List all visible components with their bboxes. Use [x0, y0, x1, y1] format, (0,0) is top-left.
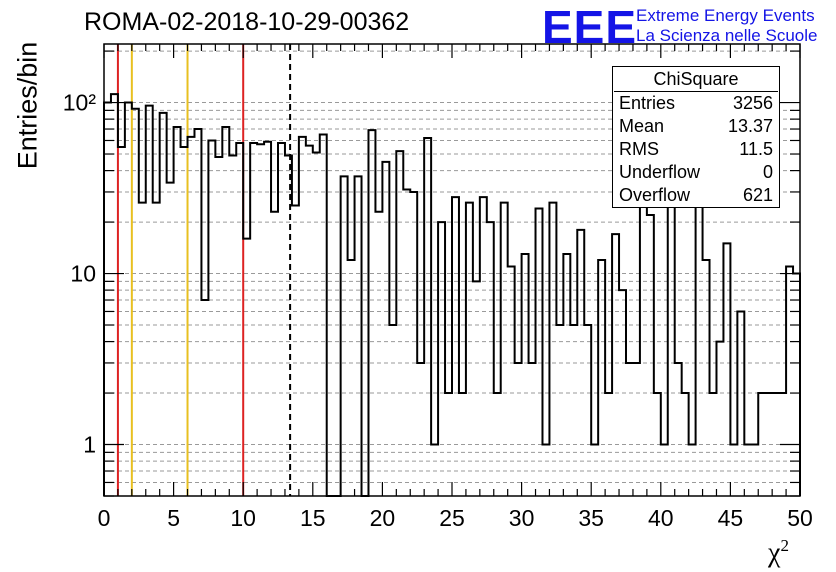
y-axis-label: Entries/bin: [12, 41, 43, 170]
stats-value: 621: [742, 185, 773, 205]
y-tick-label: 1: [83, 432, 96, 458]
chart-title: ROMA-02-2018-10-29-00362: [84, 8, 410, 36]
x-tick-label: 50: [787, 505, 813, 531]
x-tick-label: 0: [98, 505, 111, 531]
x-tick-label: 35: [578, 505, 604, 531]
stats-label: Entries: [619, 93, 676, 113]
stats-title: ChiSquare: [614, 67, 778, 92]
eee-logo: EEE: [542, 1, 638, 53]
x-tick-label: 15: [300, 505, 326, 531]
x-tick-label: 20: [370, 505, 396, 531]
x-tick-label: 25: [439, 505, 465, 531]
stats-row-mean: Mean 13.37: [613, 115, 779, 138]
grid-lines: [104, 50, 800, 497]
stats-value: 0: [762, 162, 773, 182]
axis-ticks: [103, 44, 801, 497]
x-tick-label: 45: [718, 505, 744, 531]
stats-row-entries: Entries 3256: [613, 92, 779, 115]
stats-label: Underflow: [619, 162, 701, 182]
x-tick-label: 10: [230, 505, 256, 531]
x-tick-label: 40: [648, 505, 674, 531]
stats-box: ChiSquare Entries 3256 Mean 13.37 RMS 11…: [612, 66, 780, 208]
logo-line-2: La Scienza nelle Scuole: [636, 26, 818, 45]
histogram-outline: [103, 93, 801, 497]
y-tick-label: 10: [70, 261, 96, 287]
x-axis-label: χ2: [768, 536, 789, 569]
stats-row-rms: RMS 11.5: [613, 138, 779, 161]
reference-lines: [116, 44, 292, 496]
x-tick-label: 30: [509, 505, 535, 531]
x-tick-label: 5: [167, 505, 180, 531]
stats-value: 11.5: [739, 139, 773, 159]
stats-label: Mean: [619, 116, 665, 136]
stats-value: 13.37: [727, 116, 773, 136]
y-tick-label: 10²: [63, 90, 97, 116]
stats-label: Overflow: [619, 185, 691, 205]
stats-value: 3256: [732, 93, 773, 113]
logo-line-1: Extreme Energy Events: [636, 6, 815, 25]
tick-labels: 0 5 10 15 20 25 30 35 40 45 50 1 10 10²: [63, 90, 813, 531]
stats-label: RMS: [619, 139, 659, 159]
stats-row-underflow: Underflow 0: [613, 161, 779, 184]
stats-row-overflow: Overflow 621: [613, 184, 779, 207]
